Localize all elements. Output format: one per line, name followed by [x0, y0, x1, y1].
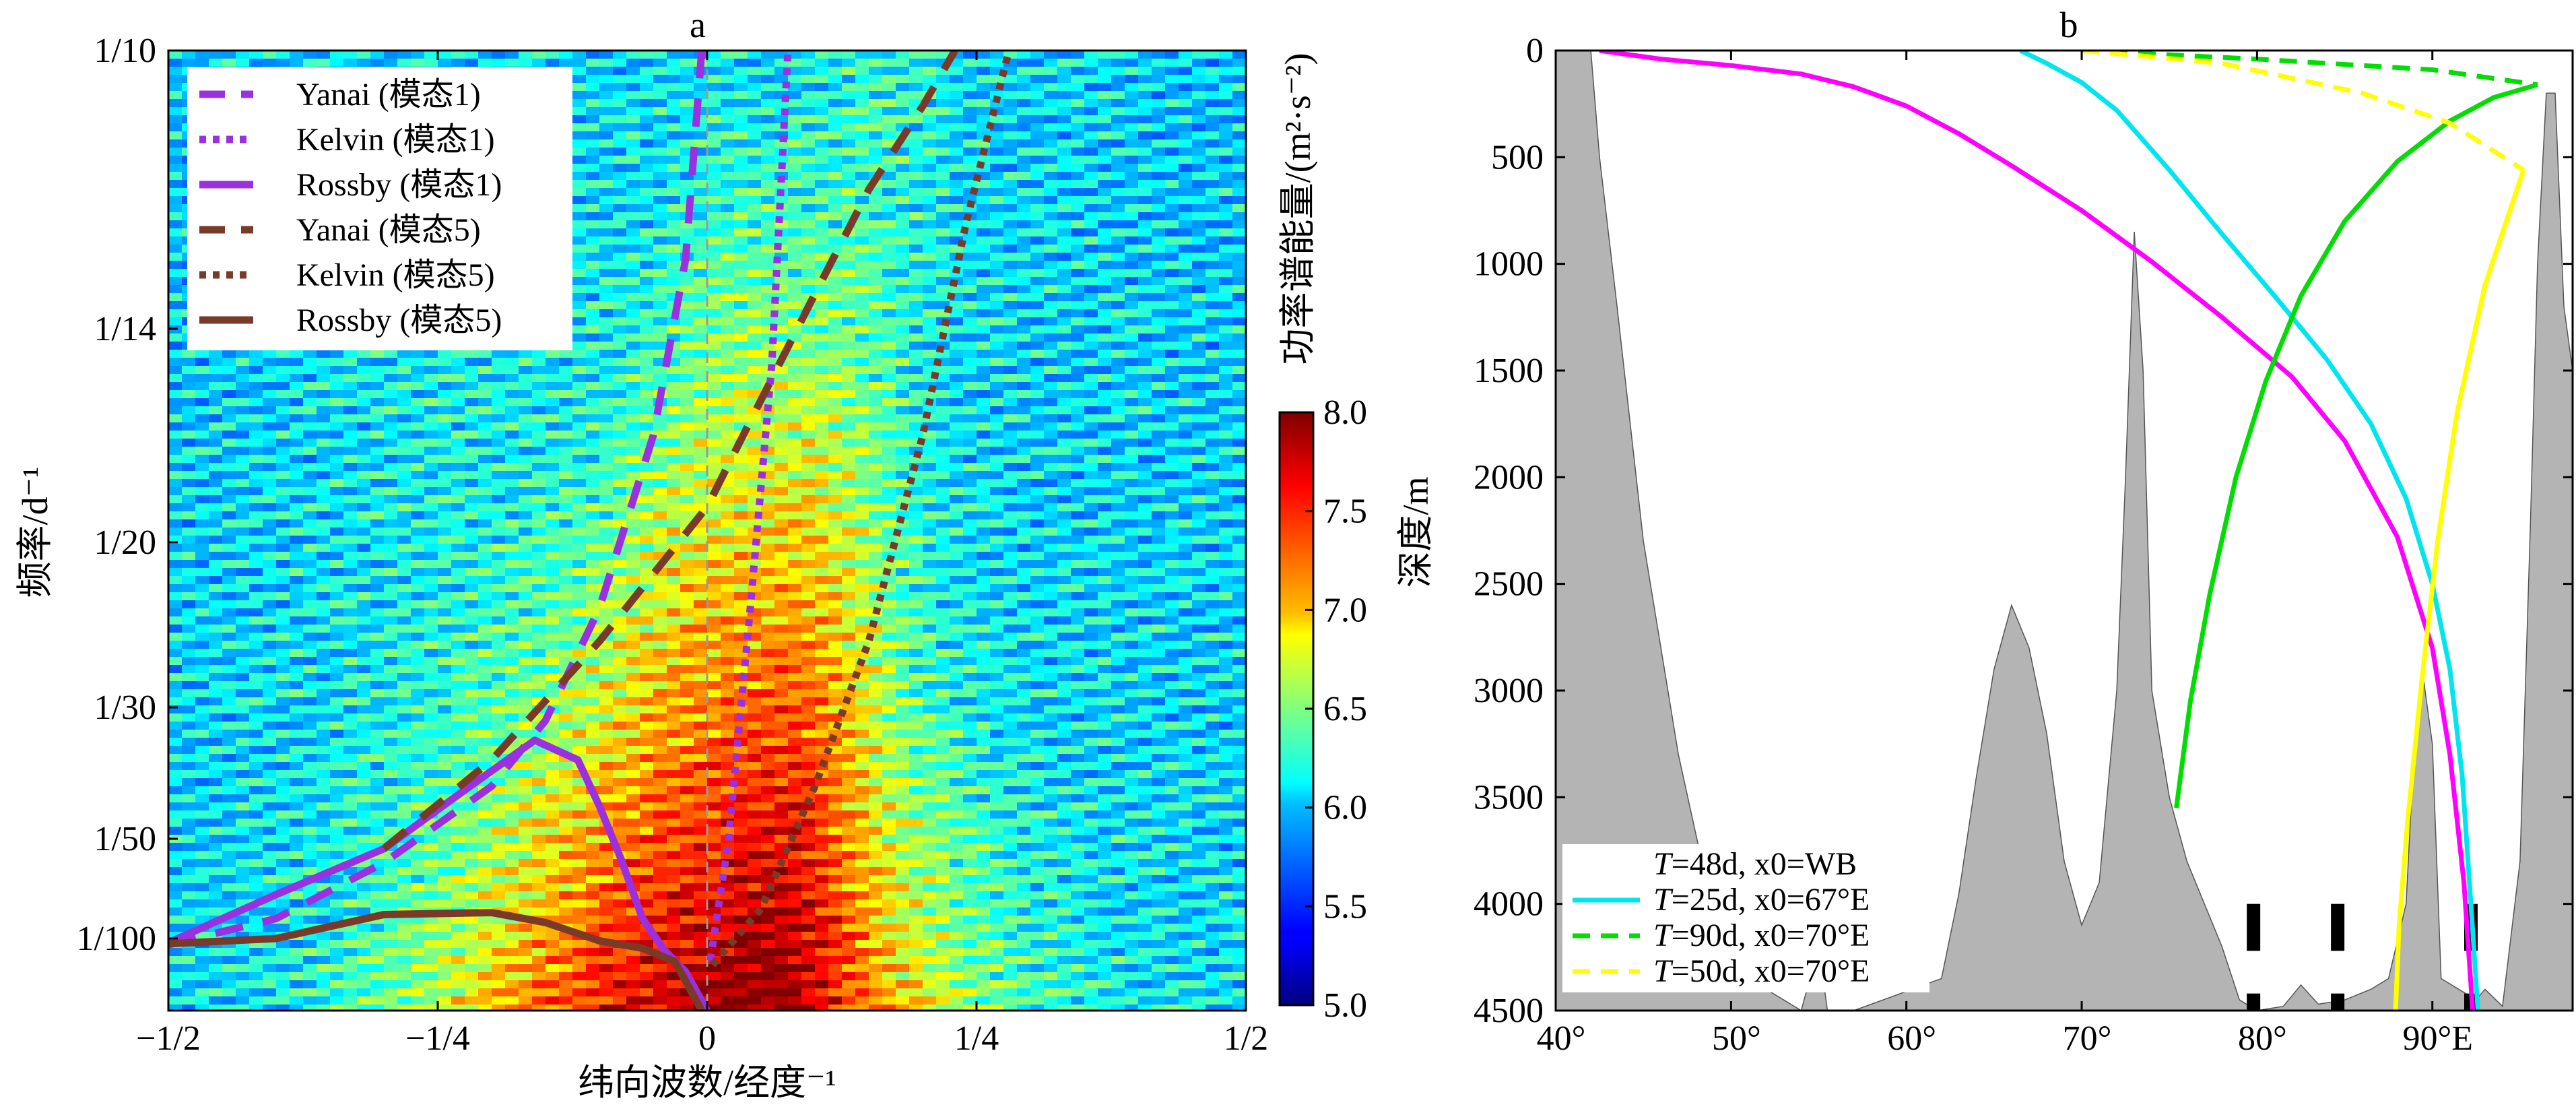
legend-label: Kelvin (模态1): [296, 122, 495, 158]
colorbar-tick-label: 5.5: [1323, 887, 1367, 926]
legend-label: Yanai (模态1): [296, 77, 481, 113]
legend-label: Rossby (模态1): [296, 167, 502, 203]
y-tick-label: 2500: [1474, 565, 1544, 604]
x-tick-label: −1/2: [136, 1019, 201, 1058]
legend-label: T=48d, x0=WB: [1653, 846, 1857, 882]
panel-b-title: b: [2060, 5, 2078, 45]
x-tick-label: 60°: [1887, 1019, 1936, 1058]
colorbar-label: 功率谱能量/(m²·s⁻²): [1278, 53, 1318, 365]
ray-curve: [2081, 51, 2525, 172]
panel-a-y-label: 频率/d⁻¹: [15, 467, 55, 598]
colorbar-tick-label: 8.0: [1323, 393, 1367, 432]
curve-Yanai-(模态1): [168, 51, 706, 949]
x-tick-label: 70°: [2063, 1019, 2112, 1058]
panel-a-title: a: [690, 5, 706, 45]
depth-marker: [2247, 903, 2261, 951]
panel-a-legend: Yanai (模态1) Kelvin (模态1) Rossby (模态1) Yanai…: [187, 67, 572, 350]
panel-b-frame: [1554, 49, 2574, 1012]
y-tick-label: 1500: [1474, 352, 1544, 390]
y-tick-label: 1000: [1474, 245, 1544, 284]
colorbar-tick-label: 7.0: [1323, 591, 1367, 629]
y-tick-label: 3000: [1474, 672, 1544, 710]
colorbar-tick-label: 5.0: [1323, 986, 1367, 1025]
curve-Rossby-(模态1): [168, 736, 711, 1011]
colorbar-tick-label: 7.5: [1323, 492, 1367, 531]
panel-a-chart: −1/2 −1/4 0 1/4 1/2 1/101/141/201/301/501/10…: [15, 32, 1367, 1103]
x-tick-label: 50°: [1712, 1019, 1761, 1058]
legend-label: T=90d, x0=70°E: [1653, 918, 1870, 953]
x-tick-label: 0: [698, 1019, 716, 1058]
y-tick-label: 1/30: [94, 689, 156, 727]
ray-curve: [2081, 51, 2538, 88]
curve-Rossby-(模态5): [168, 909, 705, 1011]
y-tick-label: 0: [1526, 32, 1544, 70]
panel-a-x-label: 纬向波数/经度⁻¹: [578, 1062, 836, 1103]
panel-b-chart: 40° 50° 60° 70° 80° 90°E 0 500 1000 1500 2000 2500…: [1395, 32, 2574, 1058]
ray-curve: [2393, 169, 2526, 1011]
dispersion-curves: [168, 51, 1013, 1011]
curve-Yanai-(模态5): [381, 51, 958, 852]
legend-label: T=25d, x0=67°E: [1653, 882, 1870, 918]
y-tick-label: 3500: [1474, 778, 1544, 817]
panel-a-y-axis: 1/10 1/14 1/20 1/30 1/50 1/100: [77, 32, 178, 958]
y-tick-label: 1/100: [77, 920, 156, 958]
panel-b-legend: T=48d, x0=WBT=25d, x0=67°ET=90d, x0=70°E…: [1562, 844, 1929, 992]
x-tick-label: −1/4: [405, 1019, 470, 1058]
depth-marker: [2331, 903, 2345, 951]
ray-curve: [2019, 51, 2480, 1011]
legend-label: Yanai (模态5): [296, 212, 481, 248]
colorbar-tick-label: 6.5: [1323, 690, 1367, 728]
x-tick-label: 40°: [1537, 1019, 1586, 1058]
ray-curve: [2174, 82, 2538, 808]
depth-marker: [2331, 993, 2345, 1011]
y-tick-label: 1/10: [94, 32, 156, 70]
x-tick-label: 90°E: [2402, 1019, 2473, 1058]
panel-b-y-label: 深度/m: [1395, 476, 1436, 587]
y-tick-label: 1/20: [94, 523, 156, 562]
panel-a-x-axis: −1/2 −1/4 0 1/4 1/2: [136, 51, 1268, 1058]
colorbar: 5.0 5.5 6.0 6.5 7.0 7.5 8.0 功率谱能量/(m²·s⁻²): [1278, 53, 1367, 1025]
x-tick-label: 80°: [2238, 1019, 2287, 1058]
colorbar-tick-label: 6.0: [1323, 789, 1367, 827]
panel-b-x-axis: 40° 50° 60° 70° 80° 90°E: [1537, 51, 2473, 1058]
legend-box: [1562, 844, 1929, 992]
panel-b-y-axis: 0 500 1000 1500 2000 2500 3000 3500 4000 4500: [1474, 32, 2573, 1030]
ray-curve: [1599, 51, 2476, 1011]
legend-box: [187, 67, 572, 350]
y-tick-label: 1/50: [94, 820, 156, 858]
legend-label: Rossby (模态5): [296, 302, 502, 338]
curve-Kelvin-(模态1): [706, 51, 792, 961]
x-tick-label: 1/2: [1224, 1019, 1268, 1058]
y-tick-label: 1/14: [94, 310, 156, 348]
legend-label: Kelvin (模态5): [296, 257, 495, 293]
ray-curves: [1599, 51, 2538, 1011]
depth-marker: [2247, 993, 2261, 1011]
y-tick-label: 4000: [1474, 885, 1544, 924]
y-tick-label: 2000: [1474, 458, 1544, 497]
x-tick-label: 1/4: [954, 1019, 999, 1058]
y-tick-label: 4500: [1474, 992, 1544, 1030]
y-tick-label: 500: [1491, 138, 1544, 177]
legend-label: T=50d, x0=70°E: [1653, 953, 1870, 989]
